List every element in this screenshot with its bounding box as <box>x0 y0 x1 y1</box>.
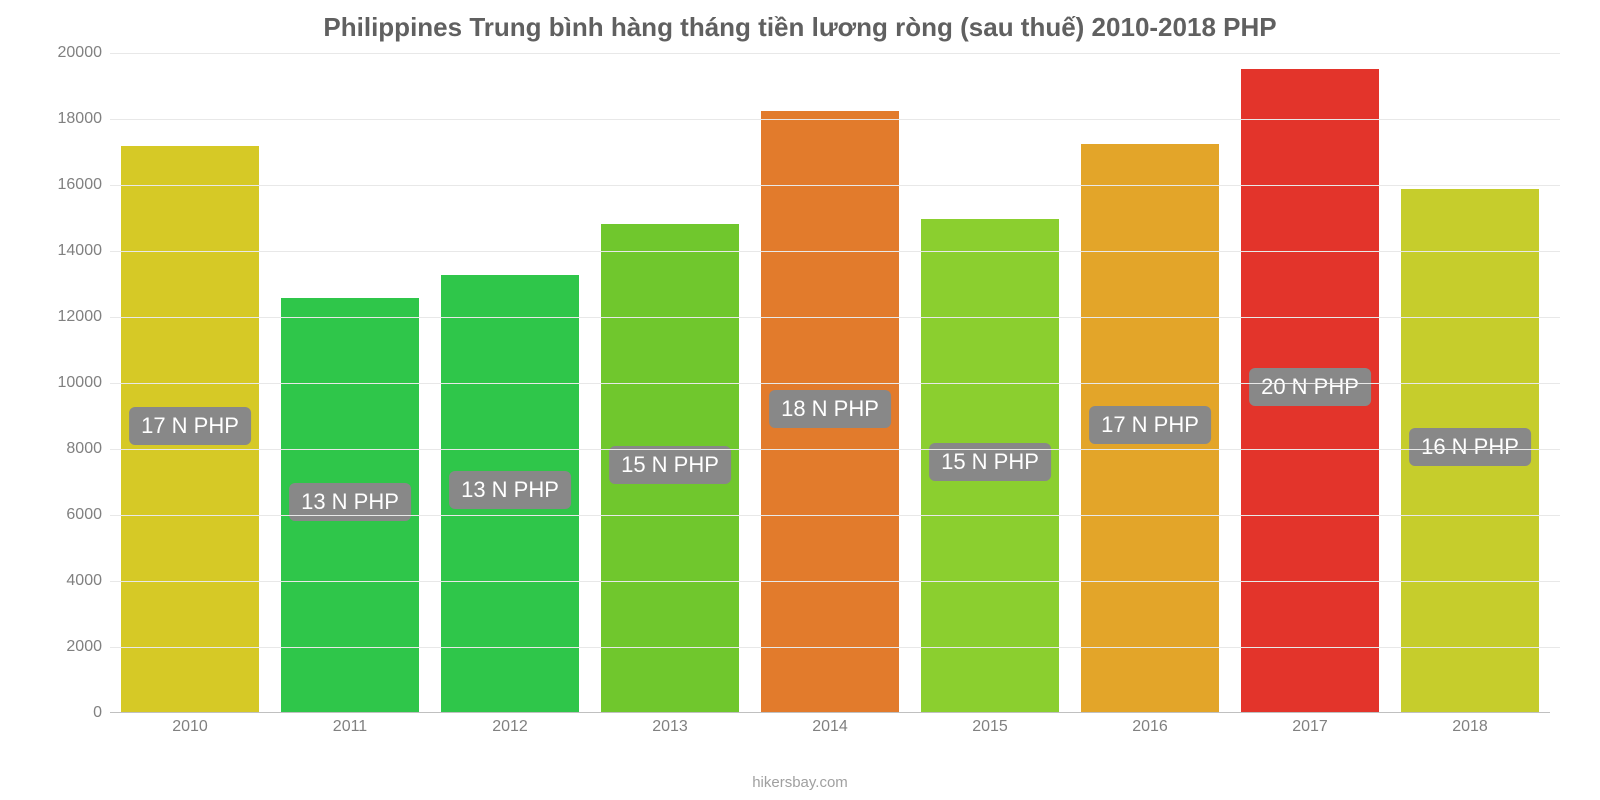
gridline <box>110 581 1560 582</box>
gridline <box>110 119 1560 120</box>
bar-value-label: 17 N PHP <box>129 407 251 445</box>
bar: 17 N PHP <box>1081 144 1219 712</box>
gridline <box>110 251 1560 252</box>
y-tick-label: 8000 <box>66 440 102 458</box>
y-tick-label: 12000 <box>58 308 103 326</box>
x-tick-label: 2015 <box>910 718 1070 736</box>
x-tick-label: 2013 <box>590 718 750 736</box>
y-tick-label: 14000 <box>58 242 103 260</box>
y-tick-label: 18000 <box>58 110 103 128</box>
bar: 16 N PHP <box>1401 189 1539 712</box>
chart-title: Philippines Trung bình hàng tháng tiền l… <box>323 12 1276 43</box>
chart-source: hikersbay.com <box>752 774 848 791</box>
y-axis: 0200040006000800010000120001400016000180… <box>40 53 110 713</box>
y-tick-label: 0 <box>93 704 102 722</box>
x-tick-label: 2012 <box>430 718 590 736</box>
y-tick-label: 16000 <box>58 176 103 194</box>
bar: 13 N PHP <box>281 298 419 712</box>
x-tick-label: 2016 <box>1070 718 1230 736</box>
bar-value-label: 17 N PHP <box>1089 406 1211 444</box>
gridline <box>110 317 1560 318</box>
bar-value-label: 18 N PHP <box>769 390 891 428</box>
gridline <box>110 185 1560 186</box>
gridline <box>110 53 1560 54</box>
bar-value-label: 15 N PHP <box>609 446 731 484</box>
bar: 15 N PHP <box>601 224 739 712</box>
y-tick-label: 2000 <box>66 638 102 656</box>
gridline <box>110 383 1560 384</box>
x-axis-labels: 201020112012201320142015201620172018 <box>110 718 1550 736</box>
y-tick-label: 20000 <box>58 44 103 62</box>
gridline <box>110 449 1560 450</box>
x-tick-label: 2014 <box>750 718 910 736</box>
y-tick-label: 10000 <box>58 374 103 392</box>
bar-value-label: 13 N PHP <box>449 471 571 509</box>
y-tick-label: 4000 <box>66 572 102 590</box>
gridline <box>110 647 1560 648</box>
gridline <box>110 515 1560 516</box>
x-tick-label: 2017 <box>1230 718 1390 736</box>
bar: 15 N PHP <box>921 219 1059 712</box>
bar: 17 N PHP <box>121 146 259 712</box>
chart-area: 0 2000 4000 6000 8000 10000 12000 14000 16000 180… <box>40 53 1560 753</box>
x-tick-label: 2018 <box>1390 718 1550 736</box>
bar: 18 N PHP <box>761 111 899 712</box>
x-tick-label: 2011 <box>270 718 430 736</box>
y-tick-label: 6000 <box>66 506 102 524</box>
bar-value-label: 16 N PHP <box>1409 428 1531 466</box>
bar-value-label: 20 N PHP <box>1249 368 1371 406</box>
bar: 20 N PHP <box>1241 69 1379 713</box>
x-tick-label: 2010 <box>110 718 270 736</box>
